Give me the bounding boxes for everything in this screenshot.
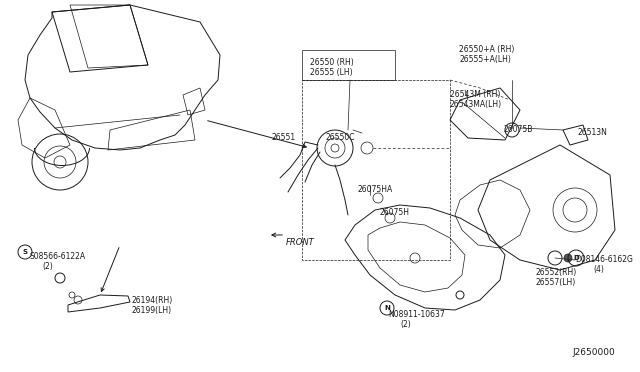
Text: 26075HA: 26075HA — [358, 185, 393, 194]
Text: (2): (2) — [42, 262, 52, 271]
Text: 26543M (RH): 26543M (RH) — [450, 90, 500, 99]
Text: 26552(RH): 26552(RH) — [536, 268, 577, 277]
Text: (4): (4) — [593, 265, 604, 274]
Text: N08911-10637: N08911-10637 — [388, 310, 445, 319]
Text: D: D — [573, 255, 579, 261]
Text: S: S — [22, 249, 28, 255]
Text: 26550 (RH): 26550 (RH) — [310, 58, 354, 67]
Text: 26075H: 26075H — [380, 208, 410, 217]
Text: FRONT: FRONT — [286, 238, 315, 247]
Text: 26550C: 26550C — [325, 133, 355, 142]
Text: 26543MA(LH): 26543MA(LH) — [450, 100, 502, 109]
Text: D08146-6162G: D08146-6162G — [575, 255, 633, 264]
Text: 26557(LH): 26557(LH) — [536, 278, 576, 287]
Text: 26555 (LH): 26555 (LH) — [310, 68, 353, 77]
Text: 26555+A(LH): 26555+A(LH) — [459, 55, 511, 64]
Text: 26551: 26551 — [272, 133, 296, 142]
Text: J2650000: J2650000 — [572, 348, 615, 357]
Text: 26075B: 26075B — [503, 125, 532, 134]
Text: (2): (2) — [400, 320, 411, 329]
Text: S08566-6122A: S08566-6122A — [30, 252, 86, 261]
Circle shape — [564, 254, 572, 262]
Text: 26199(LH): 26199(LH) — [132, 306, 172, 315]
Text: N: N — [384, 305, 390, 311]
Text: 26550+A (RH): 26550+A (RH) — [459, 45, 515, 54]
Text: 26194(RH): 26194(RH) — [132, 296, 173, 305]
Text: 26513N: 26513N — [578, 128, 608, 137]
